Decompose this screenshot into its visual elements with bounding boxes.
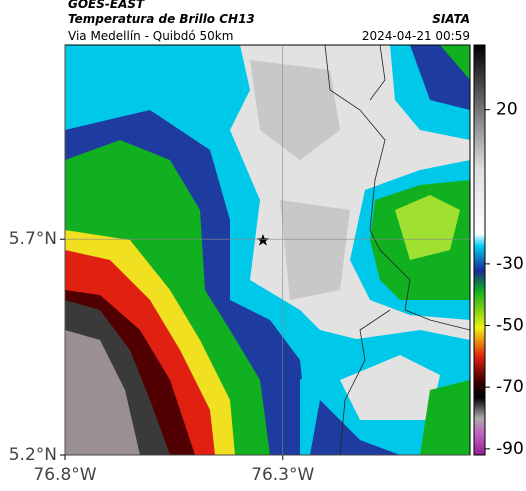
x-tick-label: 76.8°W	[33, 465, 96, 485]
colorbar-tick-label: 20	[496, 100, 518, 120]
colorbar-tick-label: -30	[496, 254, 524, 274]
y-tick-label: 5.2°N	[9, 445, 57, 465]
x-tick-label: 76.3°W	[251, 465, 314, 485]
satellite-image	[65, 45, 470, 455]
colorbar-tick-label: -50	[496, 316, 524, 336]
y-tick-label: 5.7°N	[9, 229, 57, 249]
colorbar	[473, 44, 486, 456]
route: Via Medellín - Quibdó 50km	[68, 29, 233, 43]
product: Temperatura de Brillo CH13	[68, 12, 255, 26]
satellite: GOES-EAST	[68, 0, 145, 11]
source: SIATA	[432, 12, 470, 26]
colorbar-tick-label: -90	[496, 439, 524, 459]
colorbar-tick-label: -70	[496, 377, 524, 397]
timestamp: 2024-04-21 00:59	[362, 29, 470, 43]
